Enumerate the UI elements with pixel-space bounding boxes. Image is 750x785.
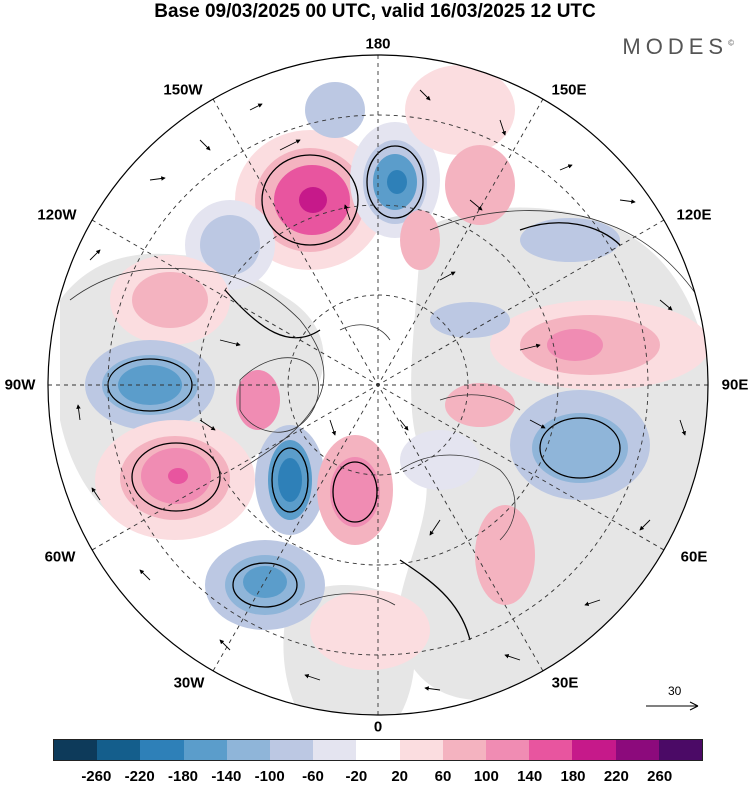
colorbar-tick-label: -180 — [167, 768, 199, 785]
reference-vector-label: 30 — [668, 684, 682, 698]
colorbar-segment — [183, 740, 227, 760]
colorbar-tick-label: -260 — [81, 768, 112, 785]
colorbar-segment — [140, 740, 184, 760]
anomaly-neg — [430, 302, 510, 338]
colorbar-segment — [313, 740, 357, 760]
lon-label-90w: 90W — [4, 376, 36, 394]
anomaly-neg — [305, 82, 365, 138]
reference-vector: 30 — [640, 684, 710, 714]
colorbar-segment — [356, 740, 400, 760]
colorbar-segment — [615, 740, 659, 760]
anomaly-neg — [520, 218, 620, 262]
map-boundary — [47, 54, 709, 716]
colorbar-segment — [572, 740, 616, 760]
brand-name: MODES — [622, 34, 729, 59]
colorbar-tick-label: 260 — [647, 768, 673, 785]
colorbar-tick-label: 140 — [517, 768, 543, 785]
anomaly-pos — [400, 210, 440, 270]
colorbar-segment — [658, 740, 703, 760]
lon-label-0: 0 — [373, 718, 383, 736]
anomaly-pos — [445, 383, 515, 427]
colorbar-tick-label: -100 — [254, 768, 285, 785]
colorbar-tick-label: 20 — [391, 768, 408, 785]
contour-lines — [107, 145, 621, 641]
anomaly-pos — [236, 370, 280, 430]
colorbar — [53, 739, 703, 761]
brand-logo: MODES© — [622, 34, 734, 60]
lon-label-30e: 30E — [551, 674, 579, 692]
reference-vector-arrow — [646, 701, 699, 711]
lon-label-30w: 30W — [173, 674, 205, 692]
lon-label-60w: 60W — [44, 548, 76, 566]
colorbar-segment — [442, 740, 487, 760]
lon-label-60e: 60E — [680, 548, 708, 566]
anomaly-pos — [445, 145, 515, 225]
anomaly-neg-max — [387, 170, 407, 194]
wind-vectors — [76, 89, 686, 691]
anomaly-pos — [330, 457, 380, 527]
lon-label-180: 180 — [365, 35, 391, 53]
colorbar-segment — [529, 740, 573, 760]
colorbar-tick-label: 60 — [434, 768, 452, 785]
graticule — [48, 55, 708, 715]
colorbar-tick-label: -140 — [211, 768, 242, 785]
colorbar-segment — [97, 740, 141, 760]
anomaly-neg — [200, 215, 260, 275]
colorbar-tick-label: -220 — [124, 768, 155, 785]
colorbar-tick-label: -60 — [302, 768, 324, 785]
anomaly-pos — [132, 272, 208, 328]
map-title: Base 09/03/2025 00 UTC, valid 16/03/2025… — [154, 1, 596, 22]
colorbar-tick-label: 100 — [473, 768, 499, 785]
anomaly-pos — [310, 590, 430, 670]
anomaly-pos-max — [299, 187, 327, 213]
brand-mark: © — [728, 38, 734, 48]
colorbar-segment — [486, 740, 530, 760]
anomaly-pos-max — [168, 468, 188, 484]
colorbar-tick-label: 180 — [560, 768, 586, 785]
anomaly-neg — [400, 430, 480, 490]
anomaly-pos — [475, 505, 535, 605]
anomaly-neg-max — [118, 365, 182, 405]
coastlines — [69, 210, 701, 606]
lon-label-150w: 150W — [163, 81, 203, 99]
anomaly-neg — [532, 413, 628, 483]
lon-label-90e: 90E — [721, 376, 749, 394]
anomaly-neg-max — [243, 566, 287, 598]
colorbar-segment — [226, 740, 271, 760]
anomaly-pos — [547, 329, 603, 361]
colorbar-segment — [399, 740, 443, 760]
anomaly-pos — [405, 65, 515, 155]
colorbar-tick-label: 220 — [603, 768, 629, 785]
colorbar-segment — [54, 740, 98, 760]
anomaly-neg-max — [278, 458, 302, 502]
colorbar-segment — [270, 740, 314, 760]
lon-label-120w: 120W — [37, 206, 77, 224]
colorbar-tick-label: -20 — [345, 768, 368, 785]
lon-label-120e: 120E — [676, 206, 712, 224]
lon-label-150e: 150E — [551, 81, 587, 99]
